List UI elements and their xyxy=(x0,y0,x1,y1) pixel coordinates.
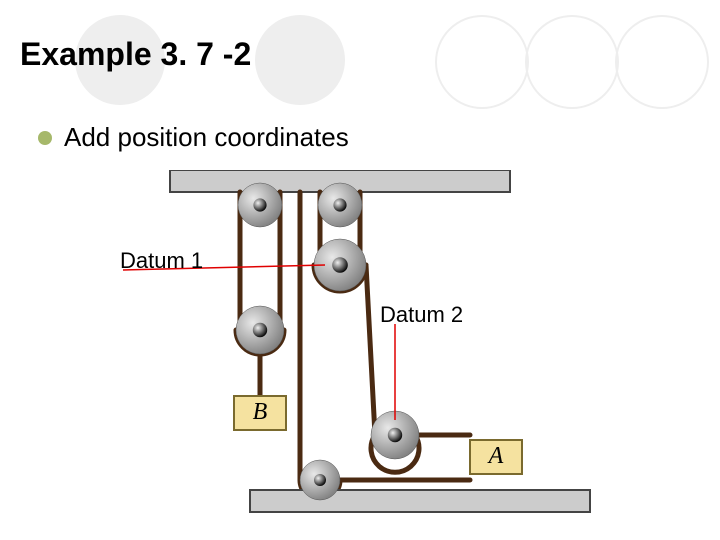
block-a-label: A xyxy=(470,443,522,470)
beam-bottom xyxy=(250,490,590,512)
rope-segment-8 xyxy=(366,265,375,435)
pulley-diagram: B A Datum 1 Datum 2 xyxy=(120,170,600,530)
block-b-label: B xyxy=(234,399,286,426)
datum-2-label: Datum 2 xyxy=(380,302,463,328)
pulley-low-right-hub xyxy=(388,428,402,442)
bg-circle-3 xyxy=(435,15,529,109)
pulley-low-left-hub xyxy=(253,323,267,337)
datum-1-label: Datum 1 xyxy=(120,248,203,274)
pulley-floor-hub xyxy=(314,474,326,486)
pulley-top-right-hub xyxy=(333,198,346,211)
slide-title: Example 3. 7 -2 xyxy=(20,36,251,73)
bg-circle-5 xyxy=(615,15,709,109)
pulley-mid-hub xyxy=(332,257,348,273)
pulley-top-left-hub xyxy=(253,198,266,211)
bullet-disc-icon xyxy=(38,131,52,145)
bg-circle-4 xyxy=(525,15,619,109)
slide-root: Example 3. 7 -2 Add position coordinates… xyxy=(0,0,720,540)
bg-circle-2 xyxy=(255,15,345,105)
bullet-text: Add position coordinates xyxy=(64,122,349,153)
bullet-row: Add position coordinates xyxy=(38,122,349,153)
